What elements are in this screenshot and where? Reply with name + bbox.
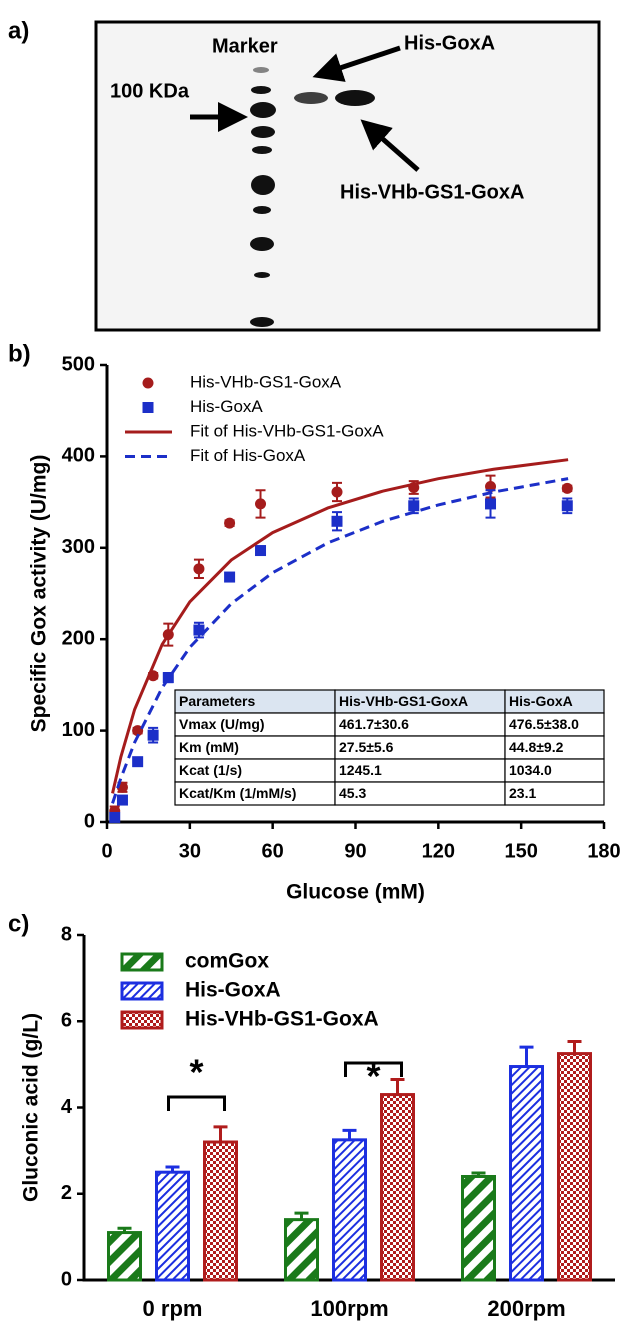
y-tick-label: 100 <box>62 719 95 741</box>
legend-label: His-GoxA <box>185 979 281 1002</box>
y-tick-label: 4 <box>61 1096 73 1118</box>
table-text: 1245.1 <box>339 762 382 778</box>
x-tick-label: 180 <box>587 840 620 862</box>
legend-label: comGox <box>185 950 269 973</box>
y-axis-label: Gluconic acid (g/L) <box>20 1013 43 1202</box>
table-text: 476.5±38.0 <box>509 716 579 732</box>
bar <box>511 1067 543 1280</box>
band-label: His-GoxA <box>404 32 495 54</box>
bar <box>286 1220 318 1280</box>
x-tick-label: 0 rpm <box>143 1296 203 1321</box>
bar <box>109 1233 141 1280</box>
significance-mark: * <box>189 1052 203 1093</box>
figure: a) Marker 100 KDa His-GoxA His-VHb-GS1-G… <box>0 0 630 1326</box>
panel-label: a) <box>8 17 29 44</box>
table-text: 23.1 <box>509 785 536 801</box>
x-tick-label: 0 <box>101 840 112 862</box>
x-tick-label: 60 <box>262 840 284 862</box>
bar <box>463 1177 495 1281</box>
y-tick-label: 400 <box>62 445 95 467</box>
point <box>109 812 120 823</box>
marker-label: Marker <box>212 35 278 57</box>
error-bar <box>568 1042 582 1054</box>
legend-marker <box>143 378 154 389</box>
x-tick-label: 30 <box>179 840 201 862</box>
table-text: 27.5±5.6 <box>339 739 394 755</box>
error-bar <box>214 1127 228 1142</box>
table-text: 45.3 <box>339 785 366 801</box>
table-text: Km (mM) <box>179 739 239 755</box>
y-tick-label: 500 <box>62 353 95 375</box>
bar <box>382 1095 414 1280</box>
point <box>255 498 266 509</box>
panel-label: b) <box>8 340 31 367</box>
y-tick-label: 6 <box>61 1010 72 1032</box>
point <box>117 795 128 806</box>
point <box>332 516 343 527</box>
point <box>148 730 159 741</box>
page: {"gel": {"label": "a)", "marker_label": … <box>0 0 630 1326</box>
y-tick-label: 0 <box>84 810 95 832</box>
point <box>562 500 573 511</box>
table-text: His-VHb-GS1-GoxA <box>339 693 468 709</box>
y-tick-label: 0 <box>61 1268 72 1290</box>
x-tick-label: 100rpm <box>310 1296 388 1321</box>
table-text: 461.7±30.6 <box>339 716 409 732</box>
error-bar <box>391 1079 405 1094</box>
legend-marker <box>143 402 154 413</box>
y-axis-label: Specific Gox activity (U/mg) <box>28 455 51 733</box>
y-tick-label: 300 <box>62 536 95 558</box>
point <box>485 498 496 509</box>
point <box>132 756 143 767</box>
gel-frame <box>96 22 599 330</box>
significance-bracket <box>169 1097 225 1111</box>
point <box>408 500 419 511</box>
point <box>332 487 343 498</box>
bar <box>157 1172 189 1280</box>
bar <box>205 1142 237 1280</box>
legend-swatch <box>122 1012 162 1028</box>
table-text: 44.8±9.2 <box>509 739 564 755</box>
x-tick-label: 90 <box>344 840 366 862</box>
table-text: His-GoxA <box>509 693 573 709</box>
legend-swatch <box>122 954 162 970</box>
x-tick-label: 150 <box>504 840 537 862</box>
legend-label: His-VHb-GS1-GoxA <box>185 1008 379 1031</box>
table-text: 1034.0 <box>509 762 552 778</box>
x-axis-label: Glucose (mM) <box>286 881 425 904</box>
x-tick-label: 200rpm <box>487 1296 565 1321</box>
bar <box>334 1140 366 1280</box>
y-tick-label: 200 <box>62 627 95 649</box>
error-bar <box>520 1047 534 1066</box>
legend-swatch <box>122 983 162 999</box>
table-text: Kcat (1/s) <box>179 762 242 778</box>
legend-label: His-VHb-GS1-GoxA <box>190 372 342 391</box>
x-tick-label: 120 <box>422 840 455 862</box>
panel-label: c) <box>8 910 29 937</box>
size-label: 100 KDa <box>110 80 190 102</box>
point <box>224 518 235 529</box>
significance-mark: * <box>366 1056 380 1097</box>
y-tick-label: 2 <box>61 1182 72 1204</box>
table-text: Kcat/Km (1/mM/s) <box>179 785 296 801</box>
band-label: His-VHb-GS1-GoxA <box>340 181 524 203</box>
legend-label: Fit of His-GoxA <box>190 446 306 465</box>
legend-label: Fit of His-VHb-GS1-GoxA <box>190 421 384 440</box>
bar <box>559 1054 591 1280</box>
legend-label: His-GoxA <box>190 397 263 416</box>
point <box>224 572 235 583</box>
point <box>193 563 204 574</box>
point <box>255 545 266 556</box>
table-text: Parameters <box>179 693 255 709</box>
point <box>562 483 573 494</box>
y-tick-label: 8 <box>61 923 72 945</box>
table-text: Vmax (U/mg) <box>179 716 265 732</box>
